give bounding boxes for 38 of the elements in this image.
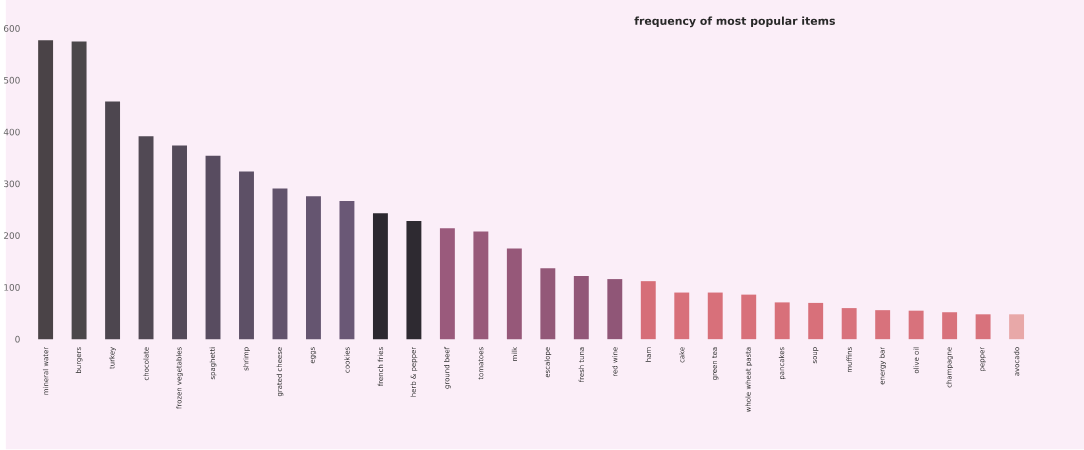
bar [105,101,121,340]
bar [640,281,656,340]
y-tick-label: 300 [4,180,20,188]
bar [205,156,221,340]
y-tick-label: 0 [15,336,20,343]
y-tick-label: 200 [3,232,20,240]
bar [38,40,54,340]
bar [272,188,288,340]
bar [942,312,958,340]
bar [172,145,187,340]
bar [239,171,254,340]
bar [875,310,891,340]
bar [674,292,690,340]
bar [138,136,154,340]
y-tick-label: 100 [4,284,20,291]
bar [774,302,790,340]
bar [808,303,824,340]
bar [607,279,623,340]
bar [573,276,589,340]
y-tick-label: 500 [4,77,20,84]
y-tick-label: 400 [3,128,20,136]
y-tick-label: 600 [3,25,20,33]
bar [741,294,757,340]
bar [841,308,857,340]
bar [372,213,388,340]
bar [506,248,522,340]
chart-title: frequency of most popular items [634,16,835,28]
bar [406,221,422,340]
bar [306,196,321,340]
bar [908,310,924,340]
bar [473,231,489,340]
bar [975,314,991,340]
bar [707,292,723,340]
bar [71,41,87,340]
bar [339,201,355,340]
bar [1009,314,1025,340]
bar [540,268,556,340]
bar [439,228,455,340]
